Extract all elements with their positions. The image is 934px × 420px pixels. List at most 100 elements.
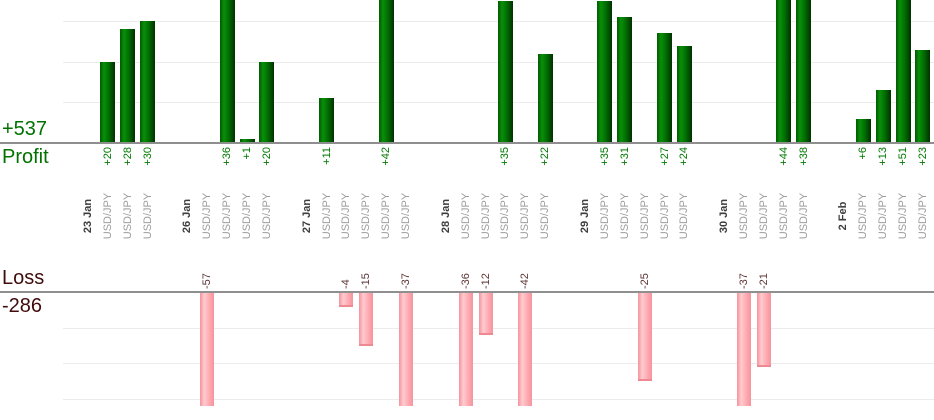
profit-bar <box>676 46 692 143</box>
symbol-label: USD/JPY <box>241 192 254 240</box>
profit-bar-value-label: +20 <box>101 147 114 166</box>
profit-bar-value-label: +1 <box>241 147 254 160</box>
symbol-label: USD/JPY <box>658 192 671 240</box>
date-label: 29 Jan <box>579 198 591 234</box>
date-label: 2 Feb <box>837 201 850 231</box>
symbol-label: USD/JPY <box>380 192 393 240</box>
loss-bar-value-label: -37 <box>738 273 751 289</box>
symbol-label: USD/JPY <box>320 192 333 240</box>
loss-bar <box>637 293 652 381</box>
profit-bar-value-label: +51 <box>897 147 910 166</box>
symbol-label: USD/JPY <box>738 192 751 240</box>
profit-bar-value-label: +35 <box>499 147 512 166</box>
profit-bar <box>120 29 136 143</box>
profit-bar <box>100 62 116 143</box>
symbol-label: USD/JPY <box>598 192 611 240</box>
loss-gridline <box>63 399 934 400</box>
profit-bar-value-label: +36 <box>221 147 234 166</box>
loss-bar-value-label: -25 <box>638 273 651 289</box>
symbol-label: USD/JPY <box>360 192 373 240</box>
date-label: 27 Jan <box>300 198 313 234</box>
profit-bar-value-label: +20 <box>260 147 273 166</box>
profit-bar-value-label: +30 <box>141 147 154 166</box>
date-label: 28 Jan <box>439 198 452 234</box>
symbol-label: USD/JPY <box>897 192 910 240</box>
symbol-label: USD/JPY <box>916 192 929 240</box>
profit-bar <box>657 33 673 143</box>
loss-gridline <box>63 363 934 364</box>
profit-bar <box>378 0 394 143</box>
profit-bar <box>617 17 633 143</box>
symbol-label: USD/JPY <box>757 192 770 240</box>
loss-bar-value-label: -21 <box>757 273 770 289</box>
profit-bar-value-label: +22 <box>539 147 552 166</box>
symbol-label: USD/JPY <box>618 192 631 240</box>
symbol-label: USD/JPY <box>638 192 651 240</box>
loss-bar <box>200 293 215 406</box>
symbol-label: USD/JPY <box>141 192 154 240</box>
profit-bar-value-label: +31 <box>618 147 631 166</box>
profit-bar-value-label: +13 <box>877 147 890 166</box>
profit-bar-value-label: +28 <box>121 147 134 166</box>
loss-bar <box>756 293 771 367</box>
profit-bar <box>259 62 275 143</box>
symbol-label: USD/JPY <box>101 192 114 240</box>
symbol-label: USD/JPY <box>857 192 870 240</box>
symbol-label: USD/JPY <box>877 192 890 240</box>
loss-axis-line <box>0 291 934 293</box>
loss-bar <box>737 293 752 406</box>
profit-bar <box>875 90 891 143</box>
loss-bar-value-label: -57 <box>201 273 214 289</box>
loss-bar-value-label: -15 <box>360 273 373 289</box>
profit-bar-value-label: +6 <box>857 147 870 160</box>
loss-bar-value-label: -36 <box>459 273 472 289</box>
profit-bar-value-label: +23 <box>916 147 929 166</box>
profit-bar <box>537 54 553 143</box>
loss-bar-value-label: -4 <box>340 279 353 289</box>
symbol-label: USD/JPY <box>459 192 472 240</box>
profit-bar <box>319 98 335 143</box>
profit-bar-value-label: +24 <box>678 147 691 166</box>
symbol-label: USD/JPY <box>797 192 810 240</box>
profit-bar-value-label: +44 <box>777 147 790 166</box>
loss-bar <box>478 293 493 335</box>
symbol-label: USD/JPY <box>499 192 512 240</box>
profit-bar <box>219 0 235 143</box>
profit-bar-value-label: +38 <box>797 147 810 166</box>
profit-chart-plot <box>0 0 934 143</box>
symbol-label: USD/JPY <box>201 192 214 240</box>
profit-bar <box>855 119 871 143</box>
loss-bar-value-label: -12 <box>479 273 492 289</box>
profit-bar <box>776 0 792 143</box>
profit-bar <box>597 1 613 143</box>
profit-bar <box>915 50 931 143</box>
loss-axis-title: Loss <box>2 267 45 289</box>
symbol-label: USD/JPY <box>479 192 492 240</box>
loss-bar <box>359 293 374 346</box>
loss-bar <box>339 293 354 307</box>
loss-chart-plot <box>0 293 934 406</box>
loss-bar <box>458 293 473 406</box>
symbol-label: USD/JPY <box>519 192 532 240</box>
profit-bar <box>796 0 812 143</box>
profit-bar <box>497 1 513 143</box>
symbol-label: USD/JPY <box>121 192 134 240</box>
date-label: 26 Jan <box>181 198 194 234</box>
loss-gridline <box>63 328 934 329</box>
loss-bar-value-label: -37 <box>400 273 413 289</box>
loss-total-value: -286 <box>2 295 43 317</box>
loss-bar-value-label: -42 <box>519 273 532 289</box>
loss-bar <box>399 293 414 406</box>
profit-axis-line <box>0 142 934 144</box>
symbol-label: USD/JPY <box>678 192 691 240</box>
symbol-label: USD/JPY <box>400 192 413 240</box>
profit-axis-title: Profit <box>2 146 49 168</box>
profit-bar-value-label: +11 <box>320 147 333 165</box>
loss-bar <box>518 293 533 406</box>
profit-bar <box>140 21 156 143</box>
symbol-label: USD/JPY <box>539 192 552 240</box>
symbol-label: USD/JPY <box>777 192 790 240</box>
date-label: 23 Jan <box>82 198 94 234</box>
symbol-label: USD/JPY <box>340 192 353 240</box>
